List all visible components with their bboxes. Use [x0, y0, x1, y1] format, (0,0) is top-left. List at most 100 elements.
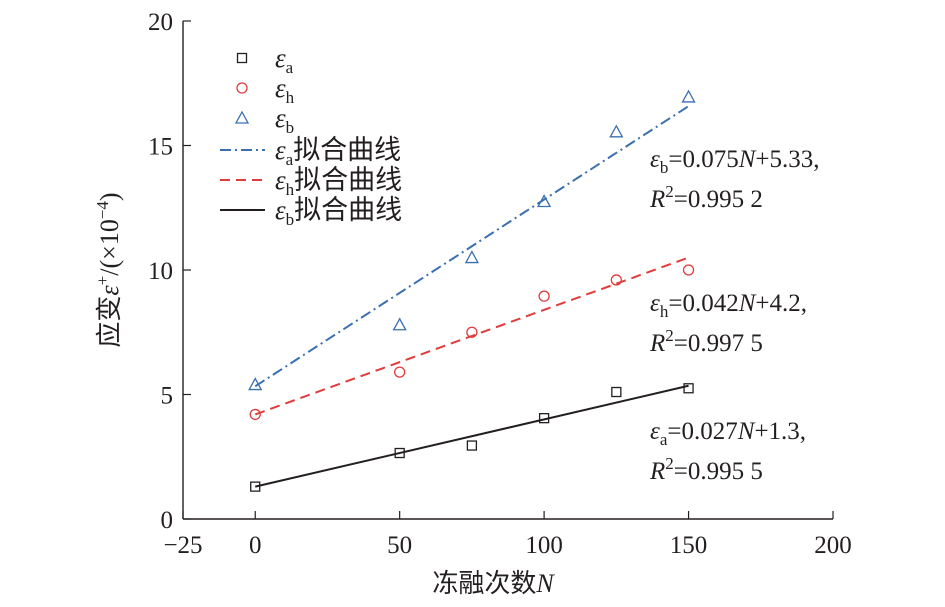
x-tick-label: 150	[670, 532, 708, 559]
legend-subscript: h	[286, 180, 295, 199]
data-point-a	[538, 413, 550, 424]
y-tick-label: 10	[148, 258, 173, 285]
y-tick-label: 5	[161, 383, 174, 410]
r-squared-a: R2=0.995 5	[649, 454, 763, 485]
equation-subscript: h	[660, 302, 669, 321]
equation-coefficient: =0.075	[668, 146, 738, 173]
equation-intercept: +1.3,	[754, 418, 806, 445]
equation-symbol: ε	[650, 290, 660, 317]
data-point-a	[611, 386, 622, 398]
r-squared-exponent: 2	[665, 182, 674, 201]
legend-fit-text: 拟合曲线	[294, 165, 402, 195]
legend-marker-h	[236, 82, 248, 94]
r-squared-value: =0.995 5	[674, 458, 763, 485]
r-squared-value: =0.997 5	[674, 330, 763, 357]
x-axis-title-variable: N	[535, 569, 555, 598]
fit-line-h	[254, 256, 689, 416]
y-axis-title: 应变ε+/(×10−4)	[93, 192, 124, 347]
legend-symbol: ε	[275, 135, 286, 165]
data-point-h	[249, 408, 261, 421]
y-axis-title-symbol: ε	[95, 285, 124, 296]
data-point-h	[538, 290, 550, 302]
data-point-a	[250, 481, 261, 492]
r-squared-exponent: 2	[665, 454, 674, 473]
x-tick-label: 0	[249, 532, 262, 559]
legend-symbol: ε	[275, 165, 286, 195]
x-tick-label: 100	[525, 532, 563, 559]
equation-intercept: +5.33,	[755, 146, 819, 173]
equation-coefficient: =0.042	[668, 290, 738, 317]
equation-b: εb=0.075N+5.33,	[650, 146, 820, 177]
x-tick-label: −25	[163, 532, 202, 559]
x-axis-title: 冻融次数N	[432, 569, 555, 598]
x-tick-label: 200	[814, 532, 852, 559]
equation-variable: N	[738, 146, 757, 173]
fit-equations: εa=0.027N+1.3,R2=0.995 5εh=0.042N+4.2,R2…	[649, 146, 820, 485]
fit-line-a	[254, 384, 689, 488]
legend-subscript: a	[286, 150, 294, 169]
equation-symbol: ε	[650, 418, 660, 445]
data-point-a	[683, 383, 694, 394]
legend-fit-text: 拟合曲线	[293, 135, 401, 165]
legend-symbol: ε	[275, 103, 286, 133]
data-point-b	[681, 89, 696, 103]
legend-symbol: ε	[275, 73, 286, 103]
r-squared-value: =0.995 2	[674, 186, 763, 213]
equation-intercept: +4.2,	[755, 290, 807, 317]
equation-a: εa=0.027N+1.3,	[650, 418, 806, 449]
r-squared-exponent: 2	[665, 326, 674, 345]
y-tick-label: 20	[148, 9, 173, 36]
legend-subscript: h	[286, 88, 295, 107]
legend-marker-a	[236, 52, 248, 64]
equation-subscript: a	[660, 430, 668, 449]
y-tick-label: 0	[161, 507, 174, 534]
data-points	[248, 89, 696, 492]
legend-subscript: b	[286, 118, 295, 137]
y-axis-title-superscript: +	[93, 276, 112, 286]
data-point-b	[464, 250, 479, 264]
data-point-h	[394, 366, 406, 378]
data-point-a	[466, 440, 478, 451]
data-point-b	[248, 377, 263, 391]
data-point-a	[394, 447, 405, 459]
legend-label: εa拟合曲线	[275, 135, 401, 169]
equation-coefficient: =0.027	[667, 418, 737, 445]
data-point-h	[466, 326, 478, 338]
legend-symbol: ε	[275, 195, 286, 225]
legend-subscript: b	[286, 210, 295, 229]
r-squared-h: R2=0.997 5	[649, 326, 763, 357]
data-point-b	[609, 124, 624, 138]
x-axis-title-text: 冻融次数	[432, 569, 536, 598]
r-squared-symbol: R	[649, 330, 665, 357]
legend-label: εh	[275, 73, 295, 107]
y-axis-title-unit-close: )	[95, 192, 124, 201]
equation-variable: N	[737, 418, 756, 445]
data-point-b	[537, 194, 552, 208]
y-axis-title-text: 应变	[95, 296, 124, 348]
legend-symbol: ε	[275, 43, 286, 73]
data-point-h	[610, 274, 622, 286]
r-squared-b: R2=0.995 2	[649, 182, 763, 213]
fit-line-b	[254, 105, 690, 388]
legend-label: εb拟合曲线	[275, 195, 402, 229]
legend-label: εa	[275, 43, 294, 77]
fit-lines	[254, 105, 690, 488]
r-squared-symbol: R	[649, 186, 665, 213]
data-point-b	[392, 317, 407, 331]
y-axis-title-unit: /(×10	[95, 219, 124, 276]
legend-fit-text: 拟合曲线	[294, 195, 402, 225]
y-tick-label: 15	[148, 134, 173, 161]
legend-label: εb	[275, 103, 294, 137]
equation-h: εh=0.042N+4.2,	[650, 290, 807, 321]
data-point-h	[682, 264, 695, 276]
equation-subscript: b	[660, 158, 669, 177]
equation-symbol: ε	[650, 146, 660, 173]
r-squared-symbol: R	[649, 458, 665, 485]
legend-label: εh拟合曲线	[275, 165, 402, 199]
axis-titles: 冻融次数N 应变ε+/(×10−4)	[93, 192, 555, 598]
equation-variable: N	[738, 290, 757, 317]
legend-subscript: a	[286, 58, 294, 77]
